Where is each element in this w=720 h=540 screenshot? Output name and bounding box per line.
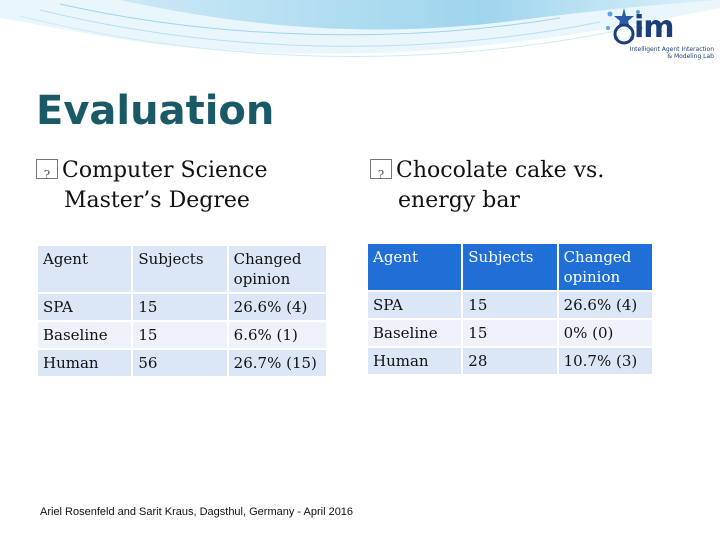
table-row: Baseline 15 0% (0) bbox=[365, 318, 655, 348]
cell-agent: Human bbox=[35, 348, 134, 378]
cell-agent: SPA bbox=[35, 292, 134, 322]
cell-changed-opinion: 0% (0) bbox=[556, 318, 655, 348]
header-wave-graphic bbox=[0, 0, 720, 57]
table-row: SPA 15 26.6% (4) bbox=[35, 292, 329, 322]
slide-title: Evaluation bbox=[36, 88, 275, 134]
table-row: Baseline 15 6.6% (1) bbox=[35, 320, 329, 350]
cell-agent: Human bbox=[365, 346, 464, 376]
cell-subjects: 56 bbox=[131, 348, 229, 378]
cell-agent: Baseline bbox=[35, 320, 134, 350]
table-row: SPA 15 26.6% (4) bbox=[365, 290, 655, 320]
missing-glyph-icon: ? bbox=[36, 159, 58, 182]
header-agent: Agent bbox=[35, 244, 134, 294]
cell-subjects: 28 bbox=[461, 346, 559, 376]
table-header-row: Agent Subjects Changed opinion bbox=[365, 242, 655, 292]
cell-changed-opinion: 26.6% (4) bbox=[226, 292, 329, 322]
cell-changed-opinion: 10.7% (3) bbox=[556, 346, 655, 376]
cell-subjects: 15 bbox=[131, 320, 229, 350]
table-row: Human 28 10.7% (3) bbox=[365, 346, 655, 376]
results-table-chocolate-cake: Agent Subjects Changed opinion SPA 15 26… bbox=[365, 242, 655, 376]
table-header-row: Agent Subjects Changed opinion bbox=[35, 244, 329, 294]
cell-agent: SPA bbox=[365, 290, 464, 320]
cell-subjects: 15 bbox=[131, 292, 229, 322]
logo-subtitle: Intelligent Agent Interaction & Modeling… bbox=[629, 46, 714, 60]
logo-wordmark: im bbox=[634, 10, 675, 45]
header-changed-opinion: Changed opinion bbox=[226, 244, 329, 294]
bullet-computer-science: ? Computer Science Master’s Degree bbox=[36, 156, 316, 216]
header-changed-opinion: Changed opinion bbox=[556, 242, 655, 292]
missing-glyph-icon: ? bbox=[370, 159, 392, 182]
cell-changed-opinion: 26.6% (4) bbox=[556, 290, 655, 320]
cell-agent: Baseline bbox=[365, 318, 464, 348]
header-subjects: Subjects bbox=[461, 242, 559, 292]
slide-footer: Ariel Rosenfeld and Sarit Kraus, Dagsthu… bbox=[40, 506, 354, 518]
results-table-computer-science: Agent Subjects Changed opinion SPA 15 26… bbox=[35, 244, 329, 378]
star-cluster-icon bbox=[606, 8, 643, 45]
bullet-chocolate-cake: ? Chocolate cake vs. energy bar bbox=[370, 156, 670, 216]
header-agent: Agent bbox=[365, 242, 464, 292]
lab-logo: im Intelligent Agent Interaction & Model… bbox=[600, 6, 714, 66]
cell-subjects: 15 bbox=[461, 318, 559, 348]
cell-subjects: 15 bbox=[461, 290, 559, 320]
header-subjects: Subjects bbox=[131, 244, 229, 294]
cell-changed-opinion: 6.6% (1) bbox=[226, 320, 329, 350]
table-row: Human 56 26.7% (15) bbox=[35, 348, 329, 378]
cell-changed-opinion: 26.7% (15) bbox=[226, 348, 329, 378]
